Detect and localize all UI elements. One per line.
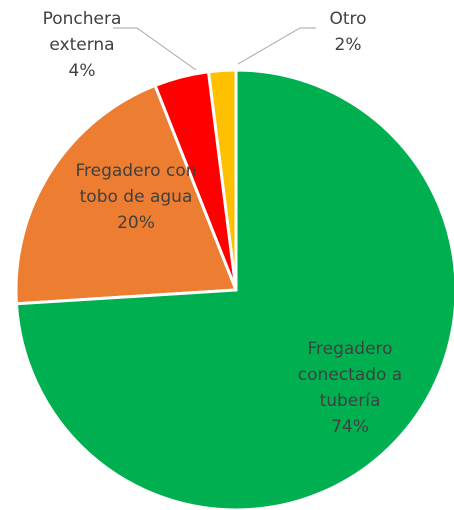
- value-label: 4%: [68, 61, 96, 81]
- slice-label: Ponchera externa 4%: [22, 6, 142, 84]
- slice-label: Fregadero con tobo de agua 20%: [66, 158, 206, 236]
- value-label: 74%: [331, 417, 369, 437]
- pie-slice: [14, 83, 239, 306]
- slice-label: Otro 2%: [318, 6, 378, 58]
- category-label: Fregadero conectado a tubería: [297, 339, 403, 411]
- category-label: Otro: [329, 9, 367, 29]
- category-label: Ponchera externa: [42, 9, 122, 55]
- value-label: 20%: [117, 213, 155, 233]
- value-label: 2%: [334, 35, 362, 55]
- category-label: Fregadero con tobo de agua: [75, 161, 197, 207]
- slice-label: Fregadero conectado a tubería 74%: [280, 336, 420, 440]
- leader-line: [113, 27, 197, 71]
- pie-slice: [14, 68, 454, 510]
- leader-line: [237, 27, 316, 65]
